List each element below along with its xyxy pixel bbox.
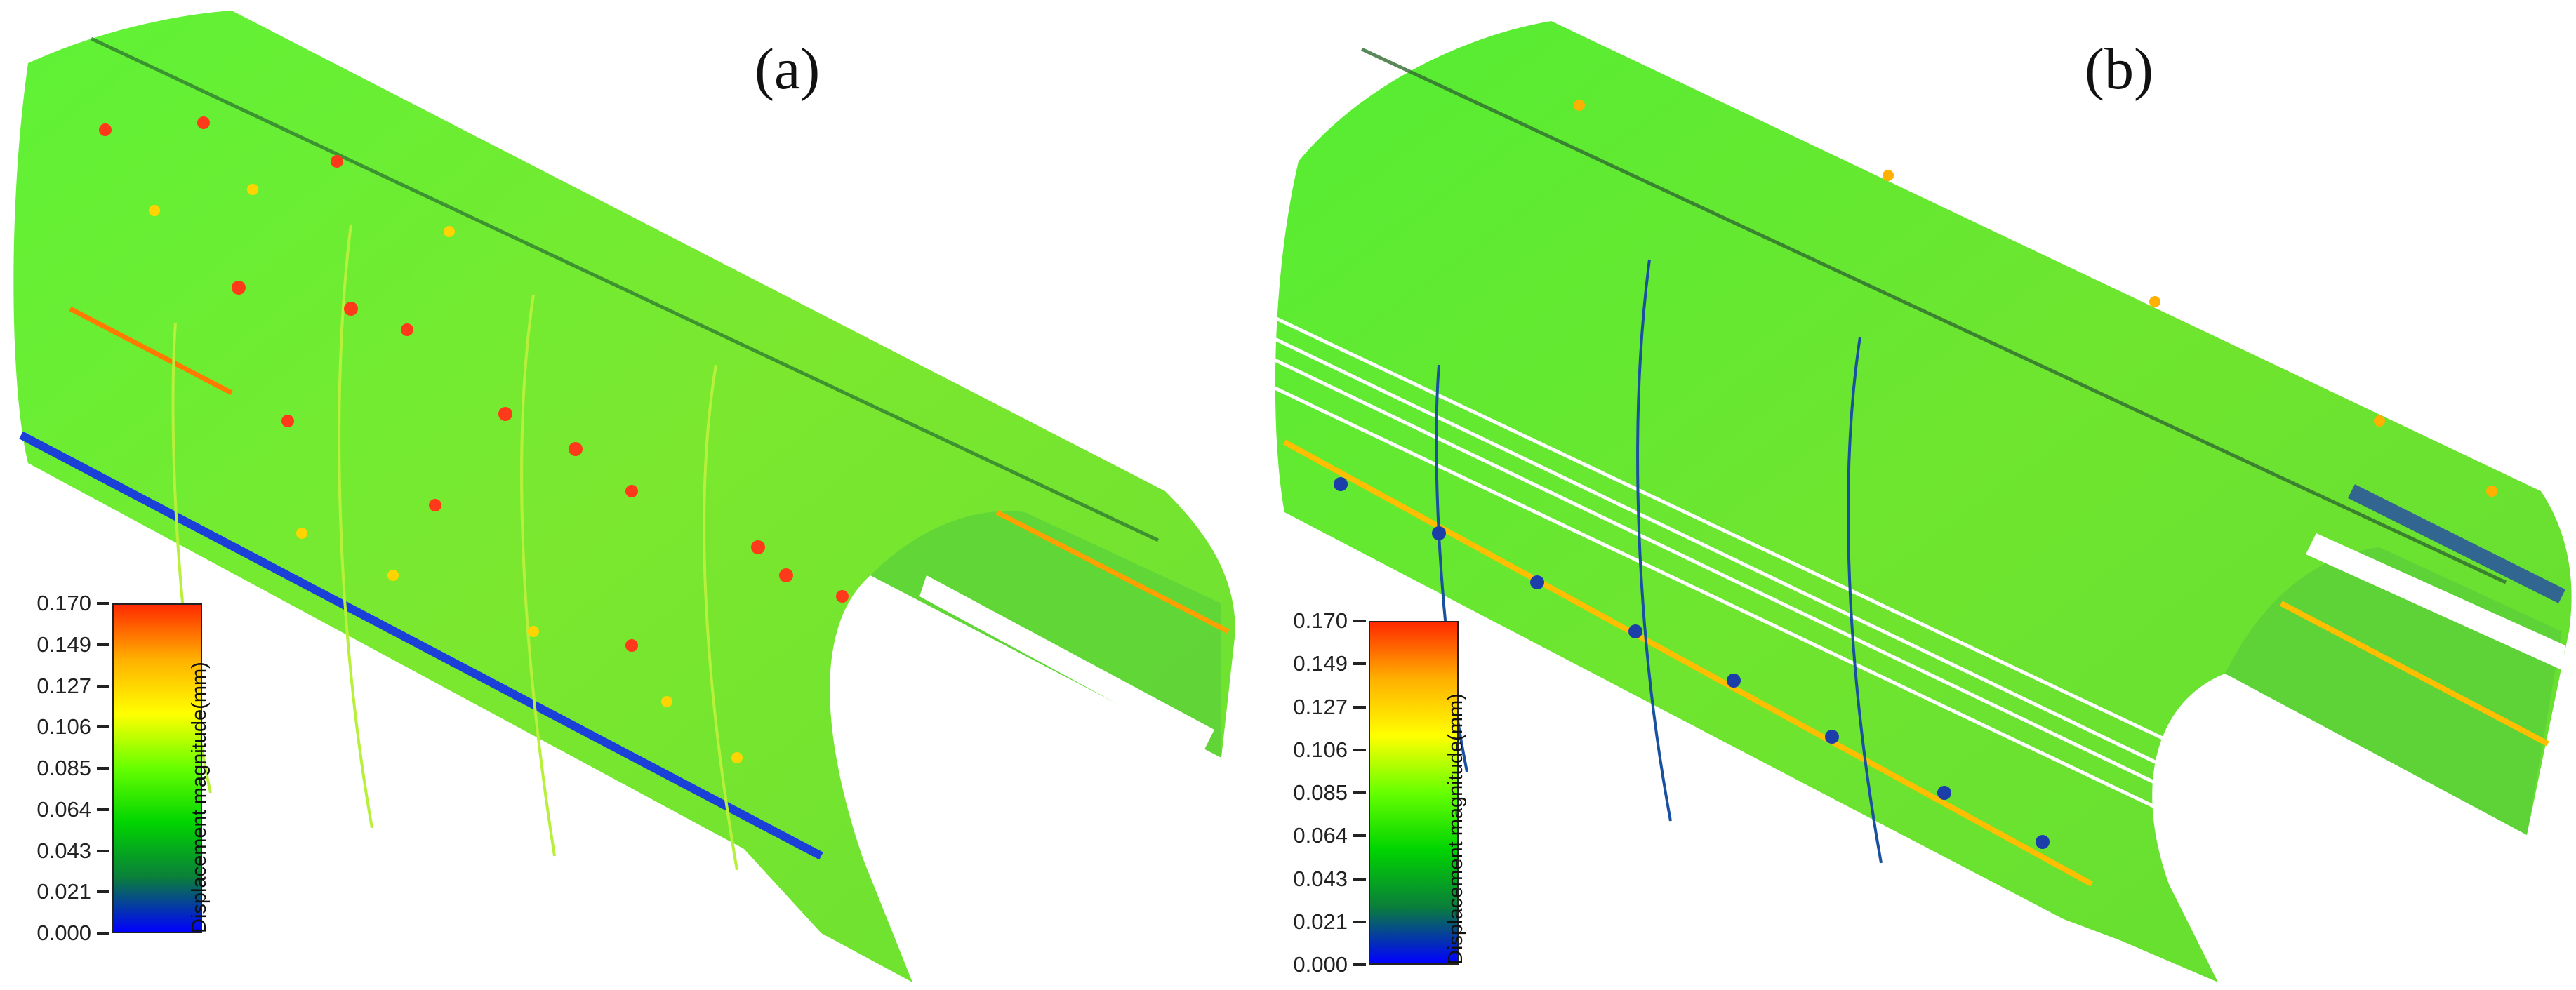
tick-label: 0.170 — [1293, 608, 1369, 634]
tick-label: 0.127 — [1293, 695, 1369, 720]
tunnel-point-cloud-a — [13, 11, 1236, 982]
tunnel-point-cloud-b — [1269, 21, 2572, 982]
panel-label-b: (b) — [2085, 36, 2153, 102]
panel-b: (b) 0.170 0.149 0.127 0.106 0.085 0.064 … — [1256, 0, 2576, 990]
tick-label: 0.149 — [36, 632, 112, 657]
tick-label: 0.000 — [36, 921, 112, 946]
panel-label-a: (a) — [755, 36, 821, 102]
tick-label: 0.021 — [36, 879, 112, 904]
tunnel-surface-b — [1275, 21, 2572, 982]
tick-label: 0.085 — [1293, 780, 1369, 805]
colorbar-a — [112, 603, 202, 933]
panel-a: (a) 0.170 0.149 0.127 0.106 0.085 0.064 … — [0, 0, 1288, 990]
tick-label: 0.106 — [1293, 737, 1369, 763]
tick-label: 0.170 — [36, 591, 112, 616]
tick-label: 0.149 — [1293, 651, 1369, 676]
colorbar-ticks-a: 0.170 0.149 0.127 0.106 0.085 0.064 0.04… — [7, 591, 112, 945]
tick-label: 0.085 — [36, 756, 112, 781]
colorbar-ticks-b: 0.170 0.149 0.127 0.106 0.085 0.064 0.04… — [1263, 608, 1369, 977]
colorbar-title-b: Displacement magnitude(mm) — [1445, 693, 1467, 965]
tick-label: 0.106 — [36, 714, 112, 740]
tick-label: 0.064 — [1293, 823, 1369, 848]
colorbar-title-a: Displacement magnitude(mm) — [188, 662, 211, 933]
tunnel-surface-a — [13, 11, 1236, 982]
colorbar-b — [1369, 621, 1459, 965]
tick-label: 0.064 — [36, 797, 112, 822]
tick-label: 0.127 — [36, 674, 112, 699]
tick-label: 0.000 — [1293, 952, 1369, 977]
tick-label: 0.021 — [1293, 909, 1369, 935]
tick-label: 0.043 — [1293, 867, 1369, 892]
tick-label: 0.043 — [36, 838, 112, 864]
